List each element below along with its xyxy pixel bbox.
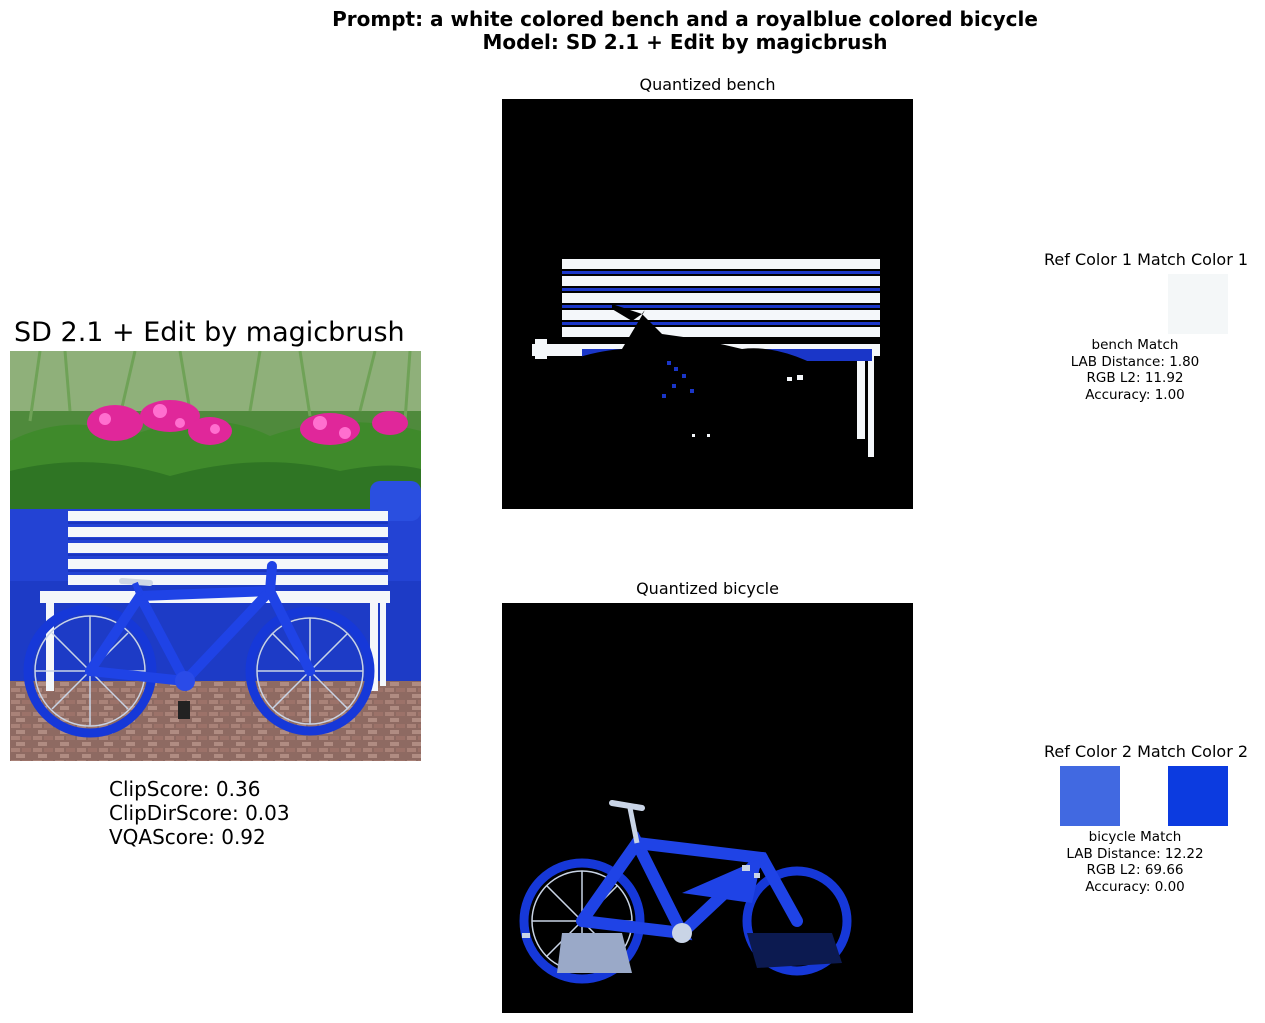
quantized-bicycle-art <box>519 800 852 984</box>
match1-lab: LAB Distance: 1.80 <box>1070 353 1200 370</box>
ref-color-1-label: Ref Color 1 <box>1044 250 1132 269</box>
main-image-title: SD 2.1 + Edit by magicbrush <box>14 317 405 348</box>
ref-color-2-swatch <box>1060 766 1120 826</box>
match2-accuracy: Accuracy: 0.00 <box>1085 878 1185 895</box>
quantized-bench-image <box>502 99 913 509</box>
ref-color-1-swatch <box>1060 274 1120 334</box>
match1-name: bench Match <box>1091 337 1179 353</box>
match2-title: Ref Color 2 Match Color 2 <box>1044 743 1248 761</box>
quantized-bicycle-image <box>502 603 913 1013</box>
quantized-bench-title: Quantized bench <box>639 75 776 94</box>
prompt-title: Prompt: a white colored bench and a roya… <box>332 7 1038 31</box>
match1-accuracy: Accuracy: 1.00 <box>1085 386 1185 403</box>
match-color-2-swatch <box>1168 766 1228 826</box>
match-color-2-label: Match Color 2 <box>1137 742 1249 761</box>
clip-dir-score: ClipDirScore: 0.03 <box>109 801 290 825</box>
match2-rgb: RGB L2: 69.66 <box>1086 862 1184 878</box>
generated-image-art <box>10 351 421 761</box>
quantized-bicycle-title: Quantized bicycle <box>636 579 779 598</box>
model-title: Model: SD 2.1 + Edit by magicbrush <box>482 30 888 54</box>
match2-stats: bicycle Match LAB Distance: 12.22 RGB L2… <box>1035 829 1235 895</box>
match-color-1-swatch <box>1168 274 1228 334</box>
match1-title: Ref Color 1 Match Color 1 <box>1044 251 1248 269</box>
vqa-score: VQAScore: 0.92 <box>109 825 266 849</box>
clip-score: ClipScore: 0.36 <box>109 777 261 801</box>
match2-lab: LAB Distance: 12.22 <box>1066 845 1204 862</box>
match-color-1-label: Match Color 1 <box>1137 250 1249 269</box>
generated-image <box>10 351 421 761</box>
match1-stats: bench Match LAB Distance: 1.80 RGB L2: 1… <box>1035 337 1235 403</box>
quantized-bench-art <box>522 259 880 457</box>
ref-color-2-label: Ref Color 2 <box>1044 742 1132 761</box>
match2-name: bicycle Match <box>1088 829 1182 845</box>
match1-rgb: RGB L2: 11.92 <box>1086 370 1184 386</box>
figure-header: Prompt: a white colored bench and a roya… <box>0 8 1265 54</box>
metrics-block: ClipScore: 0.36 ClipDirScore: 0.03 VQASc… <box>109 777 290 849</box>
